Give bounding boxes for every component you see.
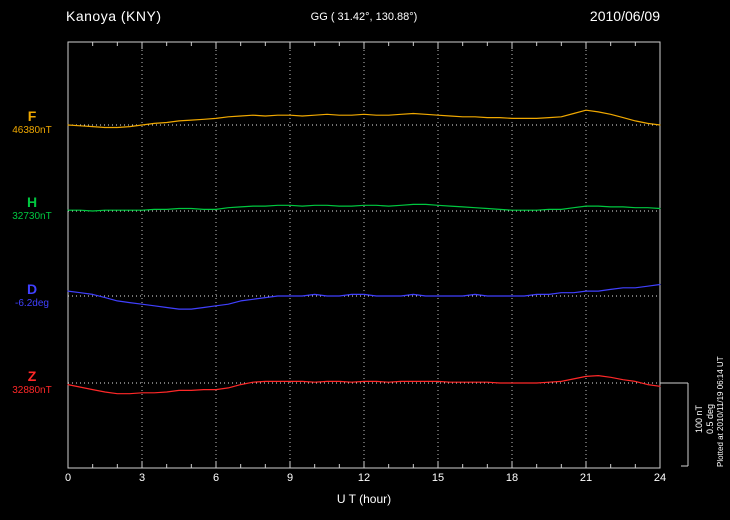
x-tick-label-0: 0 [64, 472, 72, 484]
series-baseline-f: 46380nT [12, 125, 52, 136]
trace-D [67, 283, 661, 310]
series-baseline-d: -6.2deg [15, 298, 49, 309]
observation-date: 2010/06/09 [589, 8, 660, 24]
x-tick-label-21: 21 [579, 472, 593, 484]
x-axis-label: U T (hour) [336, 492, 392, 506]
x-tick-label-24: 24 [653, 472, 667, 484]
trace-F [67, 109, 661, 129]
x-tick-label-9: 9 [286, 472, 294, 484]
series-name-f: F [27, 108, 37, 124]
scale-bar-labels: 100 nT 0.5 deg [694, 382, 716, 456]
trace-Z [67, 375, 661, 395]
x-tick-label-12: 12 [357, 472, 371, 484]
x-axis-tick-labels: 0 3 6 9 12 15 18 21 24 [0, 472, 730, 486]
series-name-d: D [26, 281, 38, 297]
series-name-z: Z [27, 368, 37, 384]
series-baseline-h: 32730nT [12, 211, 52, 222]
station-title: Kanoya (KNY) [66, 8, 162, 24]
series-label-h: H 32730nT [2, 194, 62, 223]
series-label-d: D -6.2deg [2, 281, 62, 310]
scale-label-deg: 0.5 deg [705, 403, 715, 435]
x-tick-label-15: 15 [431, 472, 445, 484]
trace-H [67, 203, 661, 212]
x-tick-label-18: 18 [505, 472, 519, 484]
series-name-h: H [26, 194, 38, 210]
plotted-at-note: Plotted at 2010/11/19 06:14 UT [716, 356, 725, 467]
x-tick-label-6: 6 [212, 472, 220, 484]
series-label-f: F 46380nT [2, 108, 62, 137]
series-baseline-z: 32880nT [12, 385, 52, 396]
x-tick-label-3: 3 [138, 472, 146, 484]
scale-label-nt: 100 nT [694, 404, 704, 434]
geographic-coordinates: GG ( 31.42°, 130.88°) [310, 11, 418, 23]
series-label-z: Z 32880nT [2, 368, 62, 397]
